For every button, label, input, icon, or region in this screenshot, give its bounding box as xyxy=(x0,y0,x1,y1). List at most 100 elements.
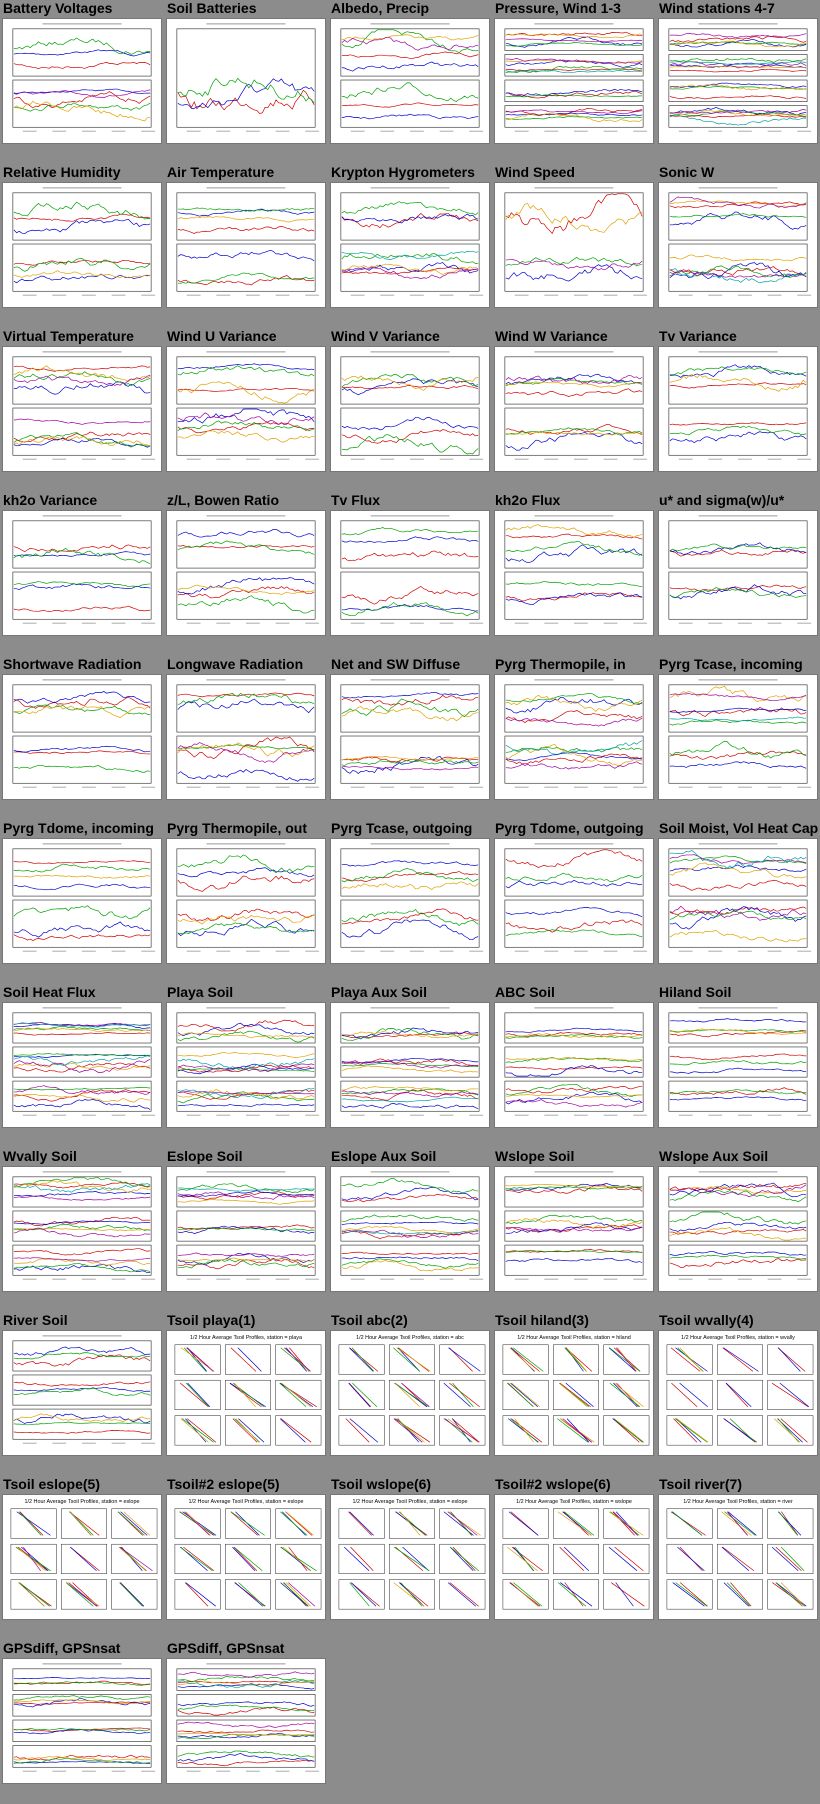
plot-title[interactable]: Tsoil hiland(3) xyxy=(495,1312,589,1328)
plot-thumbnail-link[interactable] xyxy=(330,510,490,636)
plot-thumbnail-link[interactable] xyxy=(658,18,818,144)
plot-thumbnail-link[interactable] xyxy=(494,510,654,636)
plot-title[interactable]: kh2o Variance xyxy=(3,492,98,508)
plot-title[interactable]: Wind U Variance xyxy=(167,328,277,344)
plot-thumbnail-link[interactable] xyxy=(658,1166,818,1292)
plot-title[interactable]: Relative Humidity xyxy=(3,164,121,180)
plot-title[interactable]: Pyrg Tdome, incoming xyxy=(3,820,154,836)
plot-title[interactable]: Tv Variance xyxy=(659,328,737,344)
plot-title[interactable]: Soil Batteries xyxy=(167,0,257,16)
plot-thumbnail-link[interactable] xyxy=(330,838,490,964)
plot-thumbnail-link[interactable] xyxy=(166,1002,326,1128)
plot-title[interactable]: Tsoil playa(1) xyxy=(167,1312,256,1328)
plot-title[interactable]: Pyrg Tdome, outgoing xyxy=(495,820,644,836)
plot-title[interactable]: Sonic W xyxy=(659,164,715,180)
plot-thumbnail-link[interactable] xyxy=(658,346,818,472)
plot-title[interactable]: Wind W Variance xyxy=(495,328,608,344)
plot-thumbnail-link[interactable] xyxy=(166,838,326,964)
plot-title[interactable]: Tsoil river(7) xyxy=(659,1476,742,1492)
plot-title[interactable]: Playa Aux Soil xyxy=(331,984,427,1000)
plot-thumbnail-link[interactable] xyxy=(2,1166,162,1292)
plot-title[interactable]: Wslope Aux Soil xyxy=(659,1148,769,1164)
plot-title[interactable]: z/L, Bowen Ratio xyxy=(167,492,279,508)
plot-thumbnail-link[interactable] xyxy=(658,838,818,964)
plot-thumbnail-link[interactable] xyxy=(2,1658,162,1784)
plot-title[interactable]: Wind V Variance xyxy=(331,328,440,344)
plot-thumbnail-link[interactable]: 1/2 Hour Average Tsoil Profiles, station… xyxy=(494,1494,654,1620)
plot-title[interactable]: Tv Flux xyxy=(331,492,381,508)
plot-title[interactable]: Air Temperature xyxy=(167,164,275,180)
plot-title[interactable]: GPSdiff, GPSnsat xyxy=(167,1640,285,1656)
plot-title[interactable]: Wind stations 4-7 xyxy=(659,0,775,16)
plot-title[interactable]: Albedo, Precip xyxy=(331,0,430,16)
plot-thumbnail-link[interactable] xyxy=(2,346,162,472)
plot-title[interactable]: Tsoil wvally(4) xyxy=(659,1312,754,1328)
plot-thumbnail-link[interactable] xyxy=(330,1002,490,1128)
plot-title[interactable]: u* and sigma(w)/u* xyxy=(659,492,785,508)
plot-title[interactable]: Pyrg Thermopile, out xyxy=(167,820,308,836)
plot-title[interactable]: Shortwave Radiation xyxy=(3,656,142,672)
plot-thumbnail-link[interactable]: 1/2 Hour Average Tsoil Profiles, station… xyxy=(330,1330,490,1456)
plot-title[interactable]: Virtual Temperature xyxy=(3,328,134,344)
plot-thumbnail-link[interactable] xyxy=(494,18,654,144)
plot-thumbnail-link[interactable] xyxy=(494,838,654,964)
plot-title[interactable]: kh2o Flux xyxy=(495,492,561,508)
plot-thumbnail-link[interactable] xyxy=(658,510,818,636)
plot-thumbnail-link[interactable] xyxy=(330,182,490,308)
plot-title[interactable]: Wvally Soil xyxy=(3,1148,77,1164)
plot-thumbnail-link[interactable] xyxy=(494,346,654,472)
plot-thumbnail-link[interactable]: 1/2 Hour Average Tsoil Profiles, station… xyxy=(330,1494,490,1620)
plot-thumbnail-link[interactable] xyxy=(166,510,326,636)
plot-thumbnail-link[interactable] xyxy=(494,182,654,308)
plot-thumbnail-link[interactable] xyxy=(2,1002,162,1128)
plot-thumbnail-link[interactable] xyxy=(2,18,162,144)
plot-thumbnail-link[interactable] xyxy=(330,674,490,800)
plot-thumbnail-link[interactable] xyxy=(166,1658,326,1784)
plot-title[interactable]: Pyrg Tcase, outgoing xyxy=(331,820,473,836)
plot-title[interactable]: Battery Voltages xyxy=(3,0,113,16)
plot-thumbnail-link[interactable] xyxy=(2,1330,162,1456)
plot-thumbnail-link[interactable]: 1/2 Hour Average Tsoil Profiles, station… xyxy=(494,1330,654,1456)
plot-title[interactable]: Longwave Radiation xyxy=(167,656,304,672)
plot-title[interactable]: River Soil xyxy=(3,1312,68,1328)
plot-title[interactable]: GPSdiff, GPSnsat xyxy=(3,1640,121,1656)
plot-thumbnail-link[interactable] xyxy=(2,838,162,964)
plot-thumbnail-link[interactable] xyxy=(330,346,490,472)
plot-thumbnail-link[interactable] xyxy=(658,674,818,800)
plot-thumbnail-link[interactable] xyxy=(166,182,326,308)
plot-thumbnail-link[interactable] xyxy=(166,674,326,800)
plot-thumbnail-link[interactable]: 1/2 Hour Average Tsoil Profiles, station… xyxy=(658,1330,818,1456)
plot-title[interactable]: Soil Moist, Vol Heat Cap xyxy=(659,820,819,836)
plot-title[interactable]: Net and SW Diffuse xyxy=(331,656,461,672)
plot-title[interactable]: Eslope Soil xyxy=(167,1148,243,1164)
plot-thumbnail-link[interactable]: 1/2 Hour Average Tsoil Profiles, station… xyxy=(166,1494,326,1620)
plot-title[interactable]: Pressure, Wind 1-3 xyxy=(495,0,621,16)
plot-thumbnail-link[interactable] xyxy=(2,674,162,800)
plot-thumbnail-link[interactable] xyxy=(330,1166,490,1292)
plot-thumbnail-link[interactable]: 1/2 Hour Average Tsoil Profiles, station… xyxy=(166,1330,326,1456)
plot-title[interactable]: Pyrg Thermopile, in xyxy=(495,656,626,672)
plot-title[interactable]: Wind Speed xyxy=(495,164,575,180)
plot-title[interactable]: Tsoil#2 wslope(6) xyxy=(495,1476,611,1492)
plot-thumbnail-link[interactable] xyxy=(658,1002,818,1128)
plot-thumbnail-link[interactable] xyxy=(166,346,326,472)
plot-thumbnail-link[interactable] xyxy=(494,674,654,800)
plot-title[interactable]: Pyrg Tcase, incoming xyxy=(659,656,803,672)
plot-title[interactable]: Tsoil abc(2) xyxy=(331,1312,408,1328)
plot-title[interactable]: Eslope Aux Soil xyxy=(331,1148,437,1164)
plot-title[interactable]: Tsoil wslope(6) xyxy=(331,1476,432,1492)
plot-thumbnail-link[interactable]: 1/2 Hour Average Tsoil Profiles, station… xyxy=(2,1494,162,1620)
plot-title[interactable]: Wslope Soil xyxy=(495,1148,575,1164)
plot-thumbnail-link[interactable]: 1/2 Hour Average Tsoil Profiles, station… xyxy=(658,1494,818,1620)
plot-thumbnail-link[interactable] xyxy=(166,18,326,144)
plot-thumbnail-link[interactable] xyxy=(330,18,490,144)
plot-title[interactable]: Tsoil#2 eslope(5) xyxy=(167,1476,280,1492)
plot-thumbnail-link[interactable] xyxy=(166,1166,326,1292)
plot-thumbnail-link[interactable] xyxy=(494,1166,654,1292)
plot-title[interactable]: Krypton Hygrometers xyxy=(331,164,475,180)
plot-title[interactable]: Hiland Soil xyxy=(659,984,732,1000)
plot-thumbnail-link[interactable] xyxy=(658,182,818,308)
plot-title[interactable]: ABC Soil xyxy=(495,984,555,1000)
plot-thumbnail-link[interactable] xyxy=(494,1002,654,1128)
plot-title[interactable]: Soil Heat Flux xyxy=(3,984,96,1000)
